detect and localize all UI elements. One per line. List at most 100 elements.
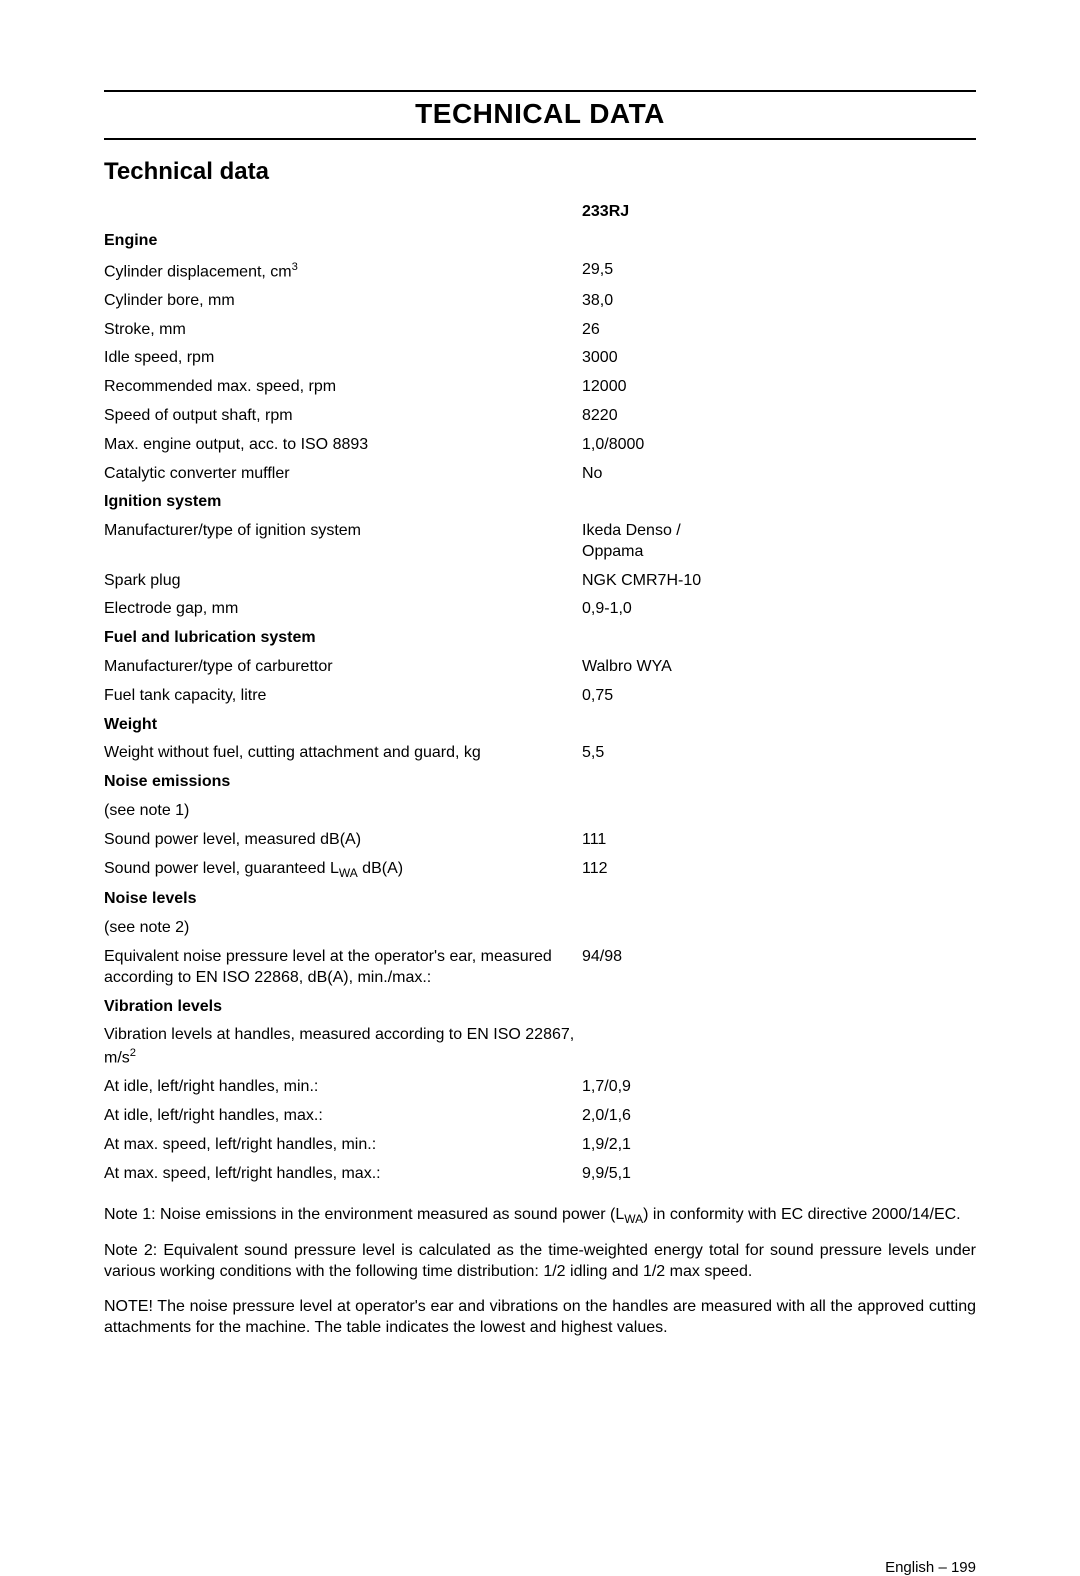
spec-label: Max. engine output, acc. to ISO 8893	[104, 431, 582, 460]
spec-value: 112	[582, 855, 976, 886]
title-bar: TECHNICAL DATA	[104, 90, 976, 140]
spec-label: At idle, left/right handles, min.:	[104, 1073, 582, 1102]
section-label: Weight	[104, 711, 582, 740]
note-paragraph: NOTE! The noise pressure level at operat…	[104, 1297, 976, 1339]
spec-value	[582, 227, 976, 256]
column-header-row: 233RJ	[104, 198, 976, 227]
spec-row: Cylinder displacement, cm329,5	[104, 256, 976, 287]
spec-value: 1,7/0,9	[582, 1073, 976, 1102]
spec-value: 1,0/8000	[582, 431, 976, 460]
spec-value: 2,0/1,6	[582, 1102, 976, 1131]
spec-table: 233RJ EngineCylinder displacement, cm329…	[104, 198, 976, 1189]
spec-value	[582, 1021, 976, 1073]
section-label: Vibration levels	[104, 993, 582, 1022]
spec-label: At idle, left/right handles, max.:	[104, 1102, 582, 1131]
spec-row: Spark plugNGK CMR7H-10	[104, 567, 976, 596]
spec-row: Vibration levels at handles, measured ac…	[104, 1021, 976, 1073]
section-row: Fuel and lubrication system	[104, 624, 976, 653]
note-paragraph: Note 2: Equivalent sound pressure level …	[104, 1241, 976, 1283]
spec-label: Stroke, mm	[104, 316, 582, 345]
spec-value: 29,5	[582, 256, 976, 287]
spec-value	[582, 711, 976, 740]
spec-value: 94/98	[582, 943, 976, 993]
spec-row: Weight without fuel, cutting attachment …	[104, 739, 976, 768]
section-row: Vibration levels	[104, 993, 976, 1022]
spec-label: Spark plug	[104, 567, 582, 596]
spec-label: Electrode gap, mm	[104, 595, 582, 624]
spec-label: (see note 1)	[104, 797, 582, 826]
footer-language: English	[885, 1559, 934, 1576]
spec-row: Recommended max. speed, rpm12000	[104, 373, 976, 402]
spec-row: At idle, left/right handles, min.:1,7/0,…	[104, 1073, 976, 1102]
model-column-header: 233RJ	[582, 198, 976, 227]
spec-label: (see note 2)	[104, 914, 582, 943]
spec-value: 5,5	[582, 739, 976, 768]
spec-value	[582, 993, 976, 1022]
spec-row: Max. engine output, acc. to ISO 88931,0/…	[104, 431, 976, 460]
spec-value: 1,9/2,1	[582, 1131, 976, 1160]
spec-label: Equivalent noise pressure level at the o…	[104, 943, 582, 993]
spec-value: 0,75	[582, 682, 976, 711]
spec-row: Catalytic converter mufflerNo	[104, 460, 976, 489]
spec-row: Sound power level, measured dB(A)111	[104, 826, 976, 855]
spec-value	[582, 885, 976, 914]
spec-row: Manufacturer/type of ignition systemIked…	[104, 517, 976, 567]
spec-value: 38,0	[582, 287, 976, 316]
spec-row: At max. speed, left/right handles, min.:…	[104, 1131, 976, 1160]
spec-label: Weight without fuel, cutting attachment …	[104, 739, 582, 768]
subtitle: Technical data	[104, 158, 976, 186]
spec-value: 12000	[582, 373, 976, 402]
spec-label: Manufacturer/type of carburettor	[104, 653, 582, 682]
section-row: Weight	[104, 711, 976, 740]
spec-label: Idle speed, rpm	[104, 344, 582, 373]
spec-row: At max. speed, left/right handles, max.:…	[104, 1160, 976, 1189]
spec-value: 26	[582, 316, 976, 345]
spec-row: Equivalent noise pressure level at the o…	[104, 943, 976, 993]
spec-label: Vibration levels at handles, measured ac…	[104, 1021, 582, 1073]
empty-cell	[104, 198, 582, 227]
spec-label: Manufacturer/type of ignition system	[104, 517, 582, 567]
page: TECHNICAL DATA Technical data 233RJ Engi…	[0, 0, 1080, 1576]
spec-value	[582, 488, 976, 517]
spec-label: Cylinder displacement, cm3	[104, 256, 582, 287]
spec-value: 0,9-1,0	[582, 595, 976, 624]
spec-value: 9,9/5,1	[582, 1160, 976, 1189]
spec-label: At max. speed, left/right handles, min.:	[104, 1131, 582, 1160]
spec-value: 111	[582, 826, 976, 855]
spec-label: Sound power level, guaranteed LWA dB(A)	[104, 855, 582, 886]
spec-row: Speed of output shaft, rpm8220	[104, 402, 976, 431]
spec-row: At idle, left/right handles, max.:2,0/1,…	[104, 1102, 976, 1131]
footer-sep: –	[938, 1559, 951, 1576]
spec-row: (see note 1)	[104, 797, 976, 826]
spec-value: Walbro WYA	[582, 653, 976, 682]
spec-label: Catalytic converter muffler	[104, 460, 582, 489]
note-paragraph: Note 1: Noise emissions in the environme…	[104, 1205, 976, 1228]
spec-value	[582, 768, 976, 797]
section-label: Noise emissions	[104, 768, 582, 797]
spec-row: Electrode gap, mm0,9-1,0	[104, 595, 976, 624]
spec-value	[582, 624, 976, 653]
spec-value	[582, 797, 976, 826]
spec-value: 8220	[582, 402, 976, 431]
section-row: Ignition system	[104, 488, 976, 517]
spec-value: No	[582, 460, 976, 489]
footer-page-number: 199	[951, 1559, 976, 1576]
section-row: Engine	[104, 227, 976, 256]
spec-row: Fuel tank capacity, litre0,75	[104, 682, 976, 711]
section-label: Fuel and lubrication system	[104, 624, 582, 653]
spec-label: Sound power level, measured dB(A)	[104, 826, 582, 855]
spec-row: Cylinder bore, mm38,0	[104, 287, 976, 316]
notes-block: Note 1: Noise emissions in the environme…	[104, 1205, 976, 1339]
page-footer: English – 199	[104, 1559, 976, 1576]
spec-row: (see note 2)	[104, 914, 976, 943]
spec-row: Idle speed, rpm3000	[104, 344, 976, 373]
spec-value: NGK CMR7H-10	[582, 567, 976, 596]
section-label: Noise levels	[104, 885, 582, 914]
spec-value: 3000	[582, 344, 976, 373]
section-label: Ignition system	[104, 488, 582, 517]
spec-value: Ikeda Denso /Oppama	[582, 517, 976, 567]
section-label: Engine	[104, 227, 582, 256]
spec-label: Fuel tank capacity, litre	[104, 682, 582, 711]
spec-row: Manufacturer/type of carburettorWalbro W…	[104, 653, 976, 682]
page-title: TECHNICAL DATA	[104, 98, 976, 130]
